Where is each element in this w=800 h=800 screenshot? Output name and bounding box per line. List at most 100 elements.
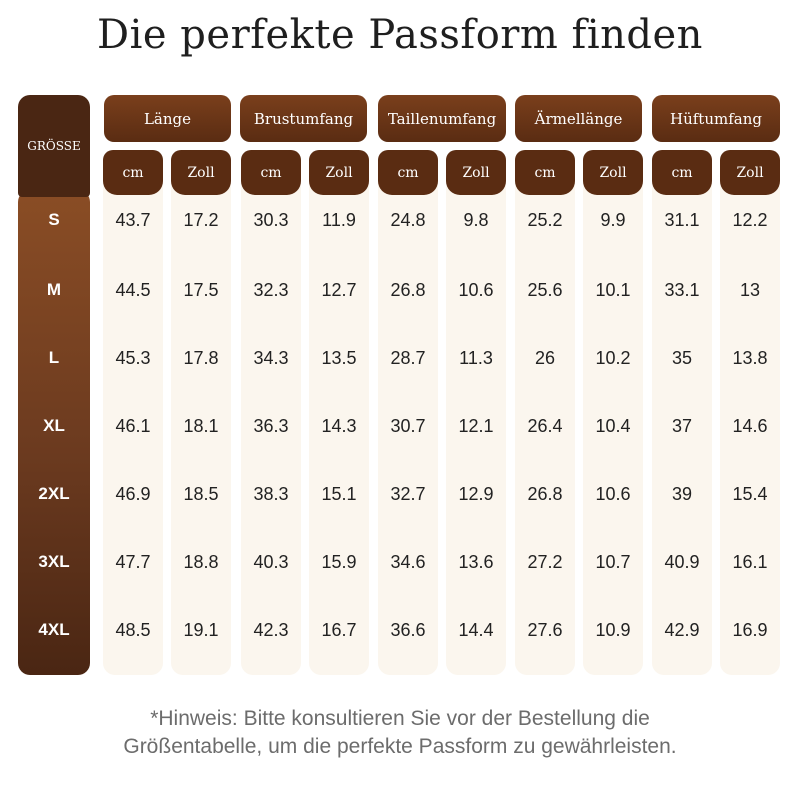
- table-cell: 12.7: [321, 280, 357, 300]
- size-label: XL: [43, 416, 65, 435]
- table-cell: 35: [671, 348, 693, 368]
- table-cell: 40.9: [664, 552, 700, 572]
- column-background: [446, 150, 506, 675]
- table-cell: 44.5: [115, 280, 151, 300]
- table-cell: 10.6: [595, 484, 631, 504]
- size-label: 4XL: [38, 620, 70, 639]
- table-cell: 28.7: [390, 348, 426, 368]
- note-line-1: *Hinweis: Bitte konsultieren Sie vor der…: [150, 707, 650, 730]
- table-cell: 15.4: [732, 484, 768, 504]
- table-cell: 39: [671, 484, 693, 504]
- table-cell: 18.1: [183, 416, 219, 436]
- group-header: Länge: [104, 95, 231, 142]
- table-cell: 46.1: [115, 416, 151, 436]
- unit-header: cm: [103, 150, 163, 195]
- size-label: 3XL: [38, 552, 70, 571]
- table-cell: 32.3: [253, 280, 289, 300]
- table-cell: 26: [534, 348, 556, 368]
- table-cell: 13: [739, 280, 761, 300]
- table-cell: 33.1: [664, 280, 700, 300]
- group-header: Taillenumfang: [378, 95, 506, 142]
- table-cell: 25.6: [527, 280, 563, 300]
- table-cell: 36.3: [253, 416, 289, 436]
- table-cell: 14.4: [458, 620, 494, 640]
- table-cell: 26.8: [527, 484, 563, 504]
- table-cell: 37: [671, 416, 693, 436]
- size-column: [18, 190, 90, 675]
- table-cell: 30.3: [253, 210, 289, 230]
- group-header: Ärmellänge: [515, 95, 642, 142]
- unit-header: cm: [652, 150, 712, 195]
- table-cell: 25.2: [527, 210, 563, 230]
- unit-header: cm: [378, 150, 438, 195]
- table-cell: 27.2: [527, 552, 563, 572]
- table-cell: 24.8: [390, 210, 426, 230]
- table-cell: 30.7: [390, 416, 426, 436]
- table-cell: 32.7: [390, 484, 426, 504]
- table-cell: 17.2: [183, 210, 219, 230]
- table-cell: 9.9: [600, 210, 626, 230]
- table-cell: 27.6: [527, 620, 563, 640]
- table-cell: 18.8: [183, 552, 219, 572]
- table-cell: 34.6: [390, 552, 426, 572]
- table-cell: 14.3: [321, 416, 357, 436]
- table-cell: 13.5: [321, 348, 357, 368]
- unit-header: Zoll: [446, 150, 506, 195]
- table-cell: 10.9: [595, 620, 631, 640]
- table-cell: 11.3: [459, 348, 493, 368]
- group-header: Brustumfang: [240, 95, 367, 142]
- column-background: [378, 150, 438, 675]
- column-background: [241, 150, 301, 675]
- table-cell: 13.6: [458, 552, 494, 572]
- table-cell: 36.6: [390, 620, 426, 640]
- table-cell: 46.9: [115, 484, 151, 504]
- table-cell: 10.4: [595, 416, 631, 436]
- column-background: [652, 150, 712, 675]
- table-cell: 48.5: [115, 620, 151, 640]
- table-cell: 10.1: [595, 280, 631, 300]
- unit-header: Zoll: [171, 150, 231, 195]
- table-cell: 15.1: [321, 484, 357, 504]
- table-cell: 12.1: [458, 416, 494, 436]
- unit-header: Zoll: [583, 150, 643, 195]
- table-cell: 19.1: [183, 620, 219, 640]
- table-cell: 12.9: [458, 484, 494, 504]
- group-header: Hüftumfang: [652, 95, 780, 142]
- table-cell: 16.1: [732, 552, 768, 572]
- unit-header: Zoll: [309, 150, 369, 195]
- size-header: GRÖSSE: [18, 95, 90, 197]
- table-cell: 17.8: [183, 348, 219, 368]
- table-cell: 14.6: [732, 416, 768, 436]
- table-cell: 26.8: [390, 280, 426, 300]
- table-cell: 13.8: [732, 348, 768, 368]
- note-line-2: Größentabelle, um die perfekte Passform …: [123, 735, 677, 758]
- table-cell: 12.2: [732, 210, 768, 230]
- column-background: [171, 150, 231, 675]
- size-label: S: [48, 210, 60, 229]
- table-cell: 31.1: [664, 210, 700, 230]
- column-background: [309, 150, 369, 675]
- table-cell: 26.4: [527, 416, 563, 436]
- table-cell: 10.7: [595, 552, 631, 572]
- unit-header: Zoll: [720, 150, 780, 195]
- table-cell: 17.5: [183, 280, 219, 300]
- page-title: Die perfekte Passform finden: [97, 12, 703, 58]
- table-cell: 42.3: [253, 620, 289, 640]
- column-background: [720, 150, 780, 675]
- table-cell: 9.8: [463, 210, 489, 230]
- table-cell: 16.9: [732, 620, 768, 640]
- column-background: [583, 150, 643, 675]
- table-cell: 16.7: [321, 620, 357, 640]
- table-cell: 10.2: [595, 348, 631, 368]
- size-label: 2XL: [38, 484, 70, 503]
- size-label: L: [48, 348, 60, 367]
- table-cell: 38.3: [253, 484, 289, 504]
- unit-header: cm: [515, 150, 575, 195]
- table-cell: 47.7: [115, 552, 151, 572]
- table-cell: 11.9: [322, 210, 356, 230]
- table-cell: 45.3: [115, 348, 151, 368]
- column-background: [515, 150, 575, 675]
- table-cell: 34.3: [253, 348, 289, 368]
- table-cell: 42.9: [664, 620, 700, 640]
- table-cell: 15.9: [321, 552, 357, 572]
